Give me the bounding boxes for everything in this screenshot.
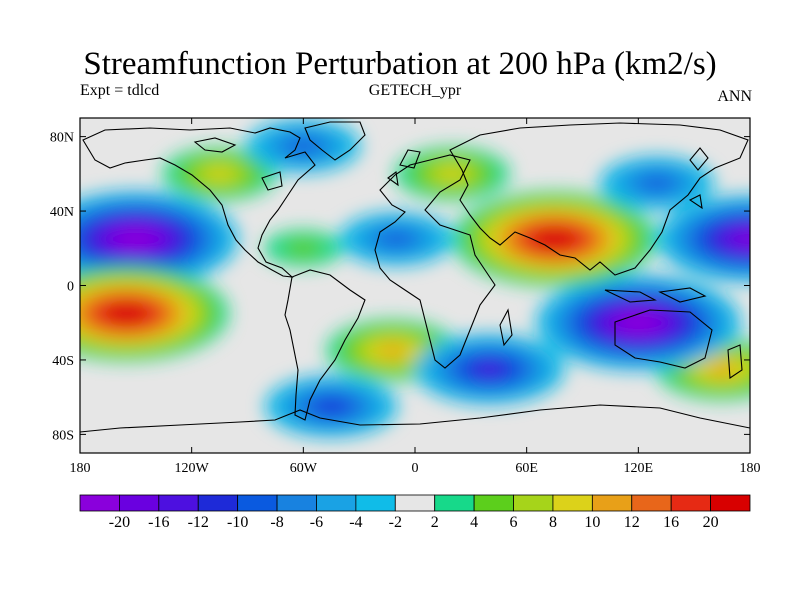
field-feature [414,334,565,405]
colorbar-label: 20 [703,514,719,531]
colorbar-swatch [591,494,633,512]
contour-band [543,233,566,245]
contour-band [738,233,750,245]
x-tick-label: 180 [70,461,91,476]
field-feature [339,212,454,266]
field-feature [80,265,229,362]
axes: 180 120W 60W 0 60E 120E 180 80N 40N 0 40S 80S [50,118,761,476]
contour-band [205,167,234,181]
chart-title: Streamfunction Perturbation at 200 hPa (… [83,46,717,82]
field-feature [536,275,741,371]
colorbar-swatch [119,494,160,512]
field-feature [265,375,398,438]
colorbar-label: -12 [188,514,209,531]
colorbar-swatch [79,494,120,512]
model-label: GETECH_ypr [368,82,462,99]
colorbar-swatch [670,494,711,512]
contour-band [708,363,736,376]
colorbar-swatch [552,494,593,512]
x-tick-label: 120W [175,461,210,476]
colorbar-swatch [316,494,357,512]
colorbar-swatch [394,494,436,512]
x-tick-label: 0 [412,461,419,476]
colorbar-label: -8 [270,514,283,531]
x-tick-label: 60W [290,461,318,476]
x-tick-label: 180 [740,461,761,476]
colorbar-label: 16 [663,514,679,531]
colorbar-label: 2 [431,514,439,531]
colorbar-label: -4 [349,514,362,531]
colorbar-swatch [197,494,239,512]
field-feature [264,230,343,267]
contour-field [80,119,750,438]
colorbar-label: -20 [109,514,130,531]
contour-band [318,400,345,413]
colorbar-label: -10 [227,514,248,531]
colorbar-swatch [473,494,514,512]
field-feature [657,195,750,283]
field-feature [452,191,657,287]
field-feature [395,147,510,201]
coastlines [80,121,750,433]
colorbar-label: 12 [624,514,640,531]
colorbar-swatch [710,494,751,512]
colorbar-swatch [434,494,475,512]
experiment-label: Expt = tdlcd [80,82,160,99]
x-tick-label: 60E [515,461,538,476]
colorbar-label: -6 [310,514,323,531]
field-feature [80,191,238,287]
colorbar-label: 4 [470,514,478,531]
colorbar-label: -2 [389,514,402,531]
contour-band [289,139,318,153]
y-tick-label: 40S [52,354,74,369]
field-feature [162,147,277,201]
contour-band [437,167,467,181]
contour-band [379,344,406,357]
x-tick-label: 120E [624,461,654,476]
contour-band [726,228,750,250]
colorbar-swatch [237,494,278,512]
field-feature [246,119,361,173]
colorbar-label: -16 [148,514,169,531]
colorbar-swatch [513,494,554,512]
contour-band [115,308,138,319]
colorbar: -20 -16 -12 -10 -8 -6 -4 -2 2 4 6 8 10 12 16 20 [79,494,751,531]
colorbar-label: 10 [584,514,600,531]
contour-band [382,232,411,246]
y-tick-label: 80N [50,131,74,146]
colorbar-swatch [631,494,672,512]
y-tick-label: 80S [52,428,74,443]
y-tick-label: 40N [50,205,74,220]
contour-band [124,233,148,245]
y-tick-label: 0 [67,280,74,295]
colorbar-swatch [276,494,317,512]
colorbar-swatch [158,494,199,512]
contour-band [627,317,650,329]
season-label: ANN [717,88,752,105]
colorbar-swatch [355,494,396,512]
contour-band [283,239,323,258]
colorbar-label: 6 [510,514,518,531]
field-blobs [80,119,750,438]
contour-band [476,363,502,376]
colorbar-label: 8 [549,514,557,531]
contour-band [642,176,672,190]
